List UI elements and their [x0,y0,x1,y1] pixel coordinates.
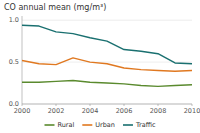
x-tick [158,104,159,106]
legend-swatch [123,124,133,126]
x-tick-label: 2000 [14,107,31,115]
legend: Rural Urban Traffic [44,121,155,129]
y-tick-label: 1.0 [9,16,19,24]
x-tick [90,104,91,106]
grid-line [22,62,192,63]
grid-line [22,20,192,21]
legend-swatch [44,124,54,126]
x-tick [22,104,23,106]
title: CO annual mean (mg/m³) [4,3,106,12]
x-tick-label: 2004 [82,107,99,115]
x-tick [192,104,193,106]
series-line [22,58,192,71]
x-tick-label: 2006 [116,107,133,115]
x-tick [56,104,57,106]
series-line [22,81,192,87]
x-axis [22,104,192,105]
legend-label: Traffic [135,121,156,129]
chart: CO annual mean (mg/m³)0.00.51.0200020022… [0,0,200,133]
legend-label: Rural [57,121,74,129]
x-tick [124,104,125,106]
legend-label: Urban [95,121,115,129]
grid-line [22,104,192,105]
x-tick-label: 2008 [150,107,167,115]
series-line [22,25,192,64]
x-tick-label: 2010 [184,107,200,115]
x-tick-label: 2002 [48,107,65,115]
legend-item: Rural [44,121,74,129]
legend-item: Urban [82,121,115,129]
legend-swatch [82,124,92,126]
y-tick-label: 0.5 [9,58,19,66]
legend-item: Traffic [123,121,156,129]
plot-area [22,25,192,86]
